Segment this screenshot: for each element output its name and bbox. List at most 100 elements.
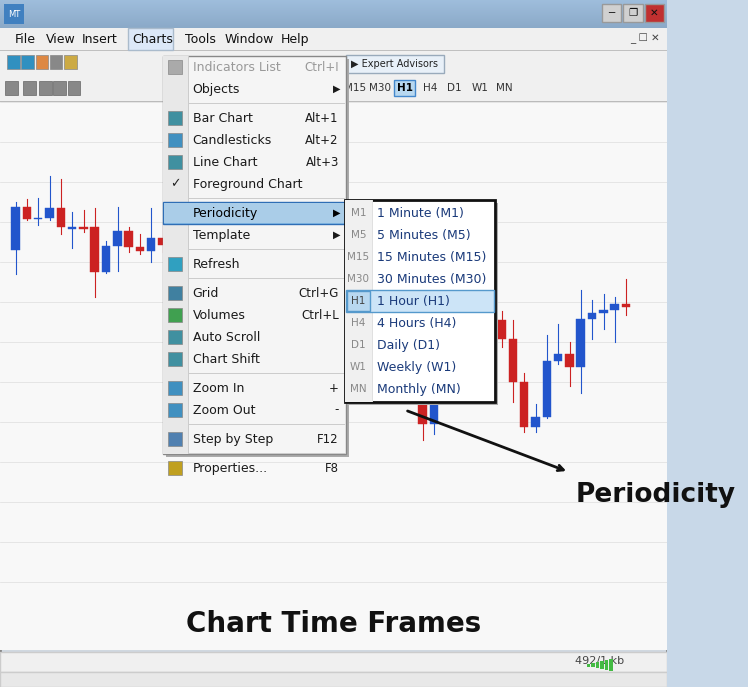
Bar xyxy=(168,257,182,271)
Text: 1 Minute (M1): 1 Minute (M1) xyxy=(377,207,464,220)
Text: Periodicity: Periodicity xyxy=(192,207,258,220)
Text: W1: W1 xyxy=(350,362,367,372)
Text: Chart Shift: Chart Shift xyxy=(192,352,260,365)
Bar xyxy=(0,25,667,26)
Bar xyxy=(170,245,178,251)
Text: MN: MN xyxy=(497,83,513,93)
Text: ▶: ▶ xyxy=(333,230,340,240)
Bar xyxy=(609,659,613,671)
Text: H1: H1 xyxy=(396,83,413,93)
Bar xyxy=(248,256,257,260)
Text: Auto Scroll: Auto Scroll xyxy=(192,330,260,344)
Bar xyxy=(586,664,590,666)
Bar xyxy=(64,55,77,69)
Text: Periodicity: Periodicity xyxy=(576,482,736,508)
Text: Step by Step: Step by Step xyxy=(192,433,273,445)
Bar xyxy=(429,387,438,424)
Text: 15 Minutes (M15): 15 Minutes (M15) xyxy=(377,251,486,264)
Bar xyxy=(328,294,337,321)
Text: F12: F12 xyxy=(317,433,339,445)
Bar xyxy=(0,7,667,8)
Text: M30: M30 xyxy=(347,274,370,284)
Text: Ctrl+G: Ctrl+G xyxy=(298,286,339,300)
Bar xyxy=(565,354,574,367)
Bar xyxy=(189,103,345,104)
Text: Daily (D1): Daily (D1) xyxy=(377,339,440,352)
Bar xyxy=(189,424,345,425)
Bar xyxy=(91,227,99,271)
Bar xyxy=(294,216,302,253)
Bar xyxy=(441,342,450,387)
Bar xyxy=(260,256,269,267)
Bar xyxy=(0,652,667,672)
Bar xyxy=(452,342,461,350)
Bar xyxy=(645,4,664,22)
Bar xyxy=(542,361,551,418)
Bar xyxy=(188,56,189,454)
Bar xyxy=(0,16,667,17)
Text: ▶: ▶ xyxy=(333,84,340,94)
Bar xyxy=(79,227,88,229)
Text: Chart Time Frames: Chart Time Frames xyxy=(186,610,481,638)
Text: D1: D1 xyxy=(447,83,462,93)
Text: Charts: Charts xyxy=(132,32,173,45)
Text: Zoom In: Zoom In xyxy=(192,381,244,394)
Bar xyxy=(0,22,667,23)
Text: Ctrl+L: Ctrl+L xyxy=(301,308,339,322)
Bar xyxy=(50,55,62,69)
Bar xyxy=(348,203,497,405)
Text: W1: W1 xyxy=(471,83,488,93)
Text: Properties...: Properties... xyxy=(192,462,268,475)
Text: ❐: ❐ xyxy=(628,8,637,18)
Bar xyxy=(189,453,345,454)
Bar xyxy=(163,56,346,454)
Text: Alt+3: Alt+3 xyxy=(305,155,339,168)
Bar xyxy=(168,286,182,300)
Bar xyxy=(0,8,667,9)
Text: ✕: ✕ xyxy=(650,8,659,18)
Bar xyxy=(577,319,585,367)
Bar xyxy=(0,13,667,14)
Bar xyxy=(0,12,667,13)
Bar xyxy=(373,297,381,338)
Text: Volumes: Volumes xyxy=(192,308,245,322)
Text: +: + xyxy=(329,381,339,394)
Bar xyxy=(600,661,604,669)
Text: ✓: ✓ xyxy=(171,177,181,190)
Bar xyxy=(113,231,121,246)
Bar xyxy=(0,28,667,50)
Text: Line Chart: Line Chart xyxy=(192,155,257,168)
Bar xyxy=(0,101,667,102)
Text: Monthly (MN): Monthly (MN) xyxy=(377,383,461,396)
Bar xyxy=(0,24,667,25)
Bar xyxy=(0,19,667,20)
Text: Template: Template xyxy=(192,229,250,242)
Text: Foreground Chart: Foreground Chart xyxy=(192,177,302,190)
Bar xyxy=(0,672,667,687)
Bar xyxy=(0,102,667,650)
Bar xyxy=(135,247,144,251)
Text: D1: D1 xyxy=(351,340,366,350)
Text: 492/1 kb: 492/1 kb xyxy=(575,656,624,666)
Bar xyxy=(164,203,345,223)
Bar xyxy=(192,273,200,288)
Bar xyxy=(22,55,34,69)
Bar xyxy=(168,308,182,322)
Bar xyxy=(0,20,667,21)
Bar xyxy=(0,50,667,51)
Bar xyxy=(0,9,667,10)
Text: H1: H1 xyxy=(352,296,366,306)
Bar xyxy=(168,461,182,475)
Bar xyxy=(0,18,667,19)
Bar xyxy=(129,28,173,50)
Bar xyxy=(163,202,346,224)
Text: -: - xyxy=(334,403,339,416)
Bar xyxy=(531,418,540,427)
Bar xyxy=(350,305,359,324)
Bar xyxy=(591,662,595,667)
Bar xyxy=(0,0,667,1)
Bar xyxy=(163,56,188,454)
Bar xyxy=(39,81,52,95)
Bar xyxy=(189,373,345,374)
Bar xyxy=(396,324,404,376)
